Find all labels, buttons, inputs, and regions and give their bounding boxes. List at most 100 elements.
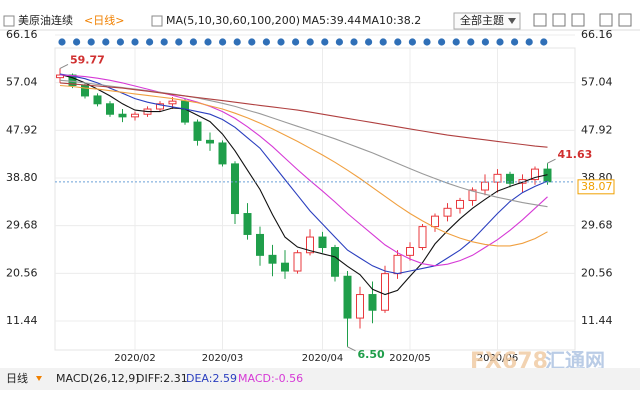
y-tick-label: 57.04 bbox=[6, 76, 38, 89]
event-dot bbox=[175, 38, 183, 46]
candle-body bbox=[406, 247, 414, 256]
tool-button[interactable] bbox=[533, 13, 547, 27]
tool-button[interactable] bbox=[552, 13, 566, 27]
y-tick-label: 20.56 bbox=[6, 266, 38, 279]
candle-body bbox=[381, 273, 389, 311]
footer-bar bbox=[0, 368, 640, 390]
ma-line bbox=[59, 73, 548, 296]
event-dot bbox=[58, 38, 66, 46]
icon[interactable] bbox=[3, 15, 15, 27]
event-dot bbox=[116, 38, 124, 46]
event-dot bbox=[292, 38, 300, 46]
candle-body bbox=[318, 236, 327, 249]
event-dot bbox=[379, 38, 387, 46]
theme-menu[interactable] bbox=[453, 12, 521, 30]
y-tick-label: 11.44 bbox=[6, 314, 38, 327]
event-dot bbox=[394, 38, 402, 46]
x-tick-label: 2020/06 bbox=[477, 353, 519, 364]
last-price-label: 38.07 bbox=[581, 180, 613, 193]
plot-frame bbox=[54, 47, 576, 351]
candle-body bbox=[356, 294, 364, 319]
candle-body bbox=[368, 294, 377, 311]
extreme-pointer bbox=[347, 346, 356, 352]
y-tick-label-right: 66.16 bbox=[581, 28, 613, 41]
symbol: 美原油连续 bbox=[18, 13, 73, 27]
candle-body bbox=[156, 103, 164, 110]
y-tick-label: 47.92 bbox=[6, 123, 38, 136]
event-dot bbox=[467, 38, 475, 46]
candle-body bbox=[393, 254, 402, 275]
dropdown-arrow bbox=[36, 376, 42, 381]
candle-body bbox=[293, 252, 302, 272]
event-dot bbox=[365, 38, 373, 46]
candle-body bbox=[231, 163, 239, 215]
event-dot bbox=[525, 38, 533, 46]
event-dot bbox=[452, 38, 460, 46]
ma-toggle[interactable] bbox=[151, 15, 163, 27]
tool-button[interactable] bbox=[571, 13, 585, 27]
candle-body bbox=[343, 275, 352, 319]
event-dot bbox=[233, 38, 241, 46]
ma5-label: MA5:39.44 bbox=[302, 14, 361, 27]
candle-body bbox=[168, 100, 177, 105]
y-tick-label-right: 47.92 bbox=[581, 123, 613, 136]
y-tick-label-right: 29.68 bbox=[581, 219, 613, 232]
candle-body bbox=[531, 168, 539, 181]
candle-body bbox=[268, 254, 277, 264]
candle-body bbox=[481, 181, 489, 191]
event-dot bbox=[189, 38, 197, 46]
event-dot bbox=[335, 38, 343, 46]
candle-body bbox=[306, 236, 314, 254]
x-tick-label: 2020/04 bbox=[302, 353, 344, 364]
event-dot bbox=[321, 38, 329, 46]
candle-body bbox=[431, 215, 439, 228]
tool-button[interactable] bbox=[618, 13, 632, 27]
event-dot bbox=[510, 38, 519, 46]
event-dot bbox=[87, 38, 95, 46]
last-price-box bbox=[577, 179, 615, 195]
extreme-label: 6.50 bbox=[358, 348, 385, 361]
extreme-label: 59.77 bbox=[70, 53, 105, 66]
event-dot bbox=[204, 38, 212, 46]
extreme-label: 41.63 bbox=[558, 148, 593, 161]
candle-body bbox=[331, 247, 339, 277]
macd-value-label: MACD:-0.56 bbox=[238, 372, 303, 385]
y-tick-label-right: 57.04 bbox=[581, 76, 613, 89]
candle-body bbox=[243, 213, 252, 235]
theme-menu-label: 全部主题 bbox=[460, 13, 504, 27]
event-dot bbox=[102, 38, 110, 46]
candle-body bbox=[181, 100, 189, 123]
event-markers bbox=[58, 38, 548, 46]
ma-line bbox=[59, 82, 548, 148]
footer-period[interactable]: 日线 bbox=[6, 371, 28, 385]
y-tick-label: 29.68 bbox=[6, 219, 38, 232]
diff-label: DIFF:2.31 bbox=[136, 372, 188, 385]
tool-button[interactable] bbox=[599, 13, 613, 27]
event-dot bbox=[131, 38, 139, 46]
candle-body bbox=[506, 173, 514, 184]
event-dot bbox=[248, 38, 256, 46]
candle-body bbox=[68, 74, 77, 86]
event-dot bbox=[262, 38, 270, 46]
event-dot bbox=[146, 38, 154, 46]
event-dot bbox=[438, 38, 446, 46]
candle-body bbox=[81, 84, 89, 97]
event-dot bbox=[160, 38, 168, 46]
candle-body bbox=[256, 233, 264, 256]
candle-body bbox=[206, 139, 214, 144]
candle-body bbox=[456, 199, 464, 209]
extreme-pointer bbox=[59, 63, 69, 69]
candle-body bbox=[193, 121, 202, 141]
x-tick-label: 2020/05 bbox=[389, 353, 431, 364]
candle-body bbox=[131, 113, 139, 118]
dea-label: DEA:2.59 bbox=[186, 372, 237, 385]
event-dot bbox=[481, 38, 489, 46]
event-dot bbox=[219, 38, 227, 46]
period[interactable]: <日线> bbox=[84, 13, 124, 27]
candle-body bbox=[93, 95, 102, 105]
event-dot bbox=[306, 38, 314, 46]
candle-body bbox=[118, 113, 127, 118]
ma-line bbox=[59, 84, 548, 247]
y-tick-label: 66.16 bbox=[6, 28, 38, 41]
